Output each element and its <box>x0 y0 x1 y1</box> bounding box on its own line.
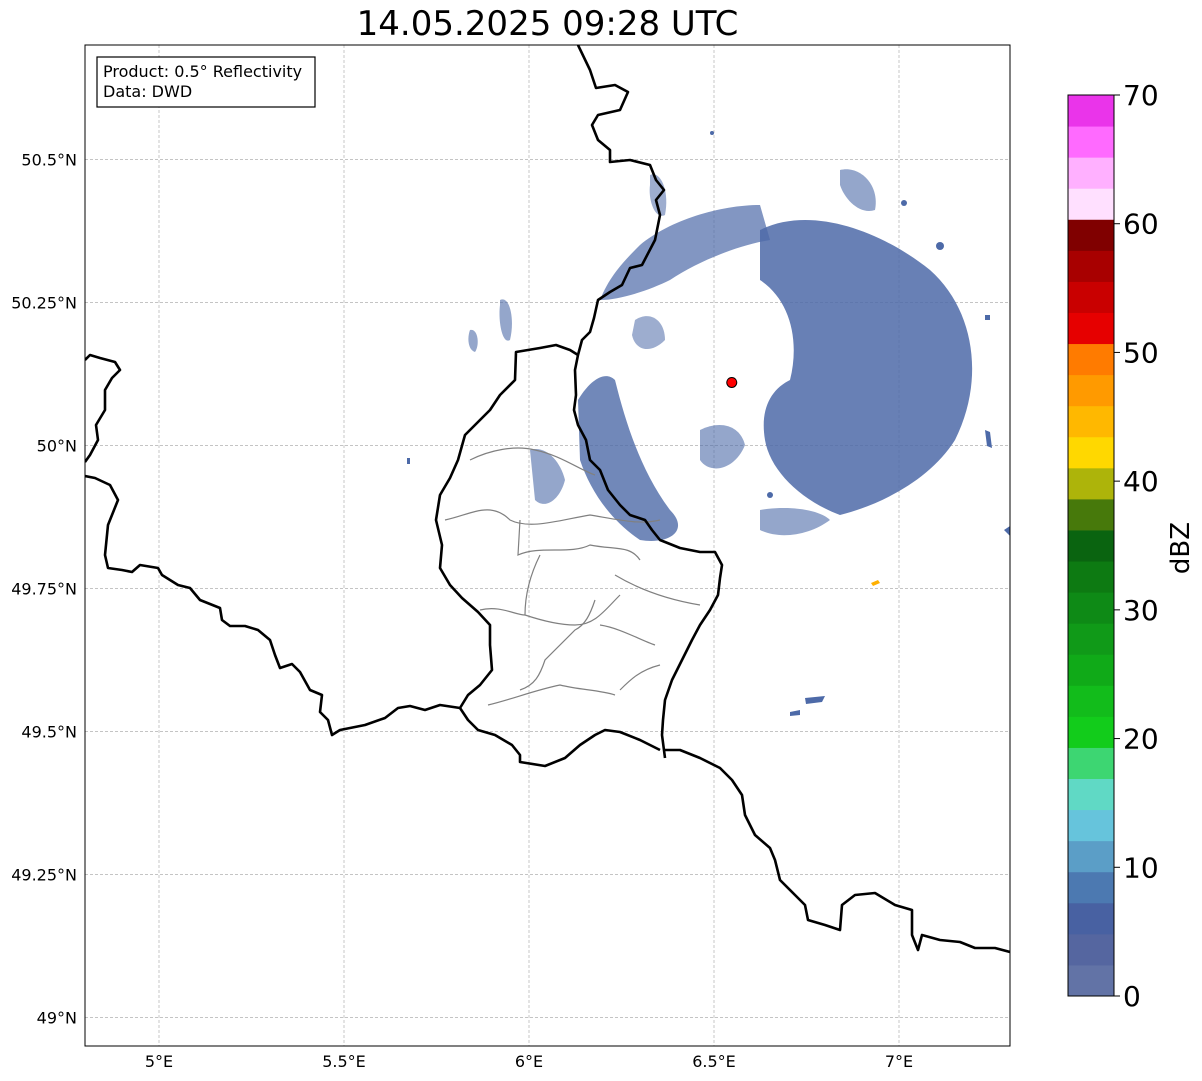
colorbar-segment <box>1068 188 1114 220</box>
colorbar-segment <box>1068 498 1114 531</box>
colorbar-segment <box>1068 592 1114 624</box>
info-product: Product: 0.5° Reflectivity <box>103 62 302 81</box>
colorbar-tick-label: 70 <box>1123 79 1159 112</box>
echo-cell-40dbz <box>871 580 880 586</box>
y-tick-label: 50°N <box>37 436 77 455</box>
colorbar-segment <box>1068 809 1114 842</box>
colorbar-segment <box>1068 623 1114 655</box>
colorbar-segment <box>1068 343 1114 376</box>
radar-site-marker <box>726 376 738 388</box>
colorbar-segment <box>1068 747 1114 780</box>
y-tick-label: 50.5°N <box>21 150 77 169</box>
colorbar-segment <box>1068 374 1114 407</box>
colorbar-segment <box>1068 840 1114 873</box>
y-tick-label: 49.25°N <box>11 865 77 884</box>
colorbar-segment <box>1068 871 1114 904</box>
x-tick-label: 5.5°E <box>322 1052 366 1071</box>
x-axis-ticks: 5°E 5.5°E 6°E 6.5°E 7°E <box>145 1052 913 1071</box>
colorbar-segment <box>1068 964 1114 997</box>
colorbar-segment <box>1068 219 1114 251</box>
info-box: Product: 0.5° Reflectivity Data: DWD <box>96 56 316 108</box>
country-borders <box>85 45 1010 954</box>
colorbar-segment <box>1068 933 1114 966</box>
colorbar-segment <box>1068 902 1114 935</box>
x-tick-label: 5°E <box>145 1052 173 1071</box>
colorbar-label: dBZ <box>1166 522 1196 574</box>
colorbar-segment <box>1068 716 1114 748</box>
colorbar-tick-label: 50 <box>1123 336 1159 369</box>
colorbar-segment <box>1068 561 1114 593</box>
colorbar-segment <box>1068 95 1114 127</box>
colorbar-segment <box>1068 250 1114 282</box>
colorbar-tick-label: 20 <box>1123 723 1159 756</box>
x-tick-label: 6.5°E <box>692 1052 736 1071</box>
y-tick-label: 50.25°N <box>11 293 77 312</box>
colorbar-tick-label: 10 <box>1123 851 1159 884</box>
colorbar-segment <box>1068 281 1114 313</box>
y-tick-label: 49.75°N <box>11 579 77 598</box>
colorbar-segment <box>1068 529 1114 562</box>
colorbar-tick-label: 60 <box>1123 208 1159 241</box>
colorbar-segment <box>1068 685 1114 717</box>
colorbar: 0 10 20 30 40 50 60 70 <box>1067 79 1159 1013</box>
colorbar-frame <box>1067 94 1115 997</box>
colorbar-segment <box>1068 654 1114 686</box>
colorbar-segment <box>1068 467 1114 500</box>
x-tick-label: 6°E <box>515 1052 543 1071</box>
colorbar-segment <box>1068 157 1114 189</box>
colorbar-tick-label: 40 <box>1123 465 1159 498</box>
canton-borders <box>444 447 701 706</box>
x-tick-label: 7°E <box>885 1052 913 1071</box>
colorbar-segment <box>1068 312 1114 345</box>
radar-echoes <box>407 131 1010 716</box>
colorbar-segment <box>1068 126 1114 158</box>
y-tick-label: 49°N <box>37 1008 77 1027</box>
y-tick-label: 49.5°N <box>21 722 77 741</box>
colorbar-tick-label: 30 <box>1123 594 1159 627</box>
colorbar-segment <box>1068 405 1114 438</box>
colorbar-tick-label: 0 <box>1123 980 1141 1013</box>
info-source: Data: DWD <box>103 82 192 101</box>
map-frame <box>84 44 1011 1047</box>
colorbar-segment <box>1068 778 1114 811</box>
y-axis-ticks: 50.5°N 50.25°N 50°N 49.75°N 49.5°N 49.25°N 49°… <box>11 150 77 1027</box>
colorbar-segment <box>1068 436 1114 469</box>
map-title: 14.05.2025 09:28 UTC <box>356 4 739 44</box>
